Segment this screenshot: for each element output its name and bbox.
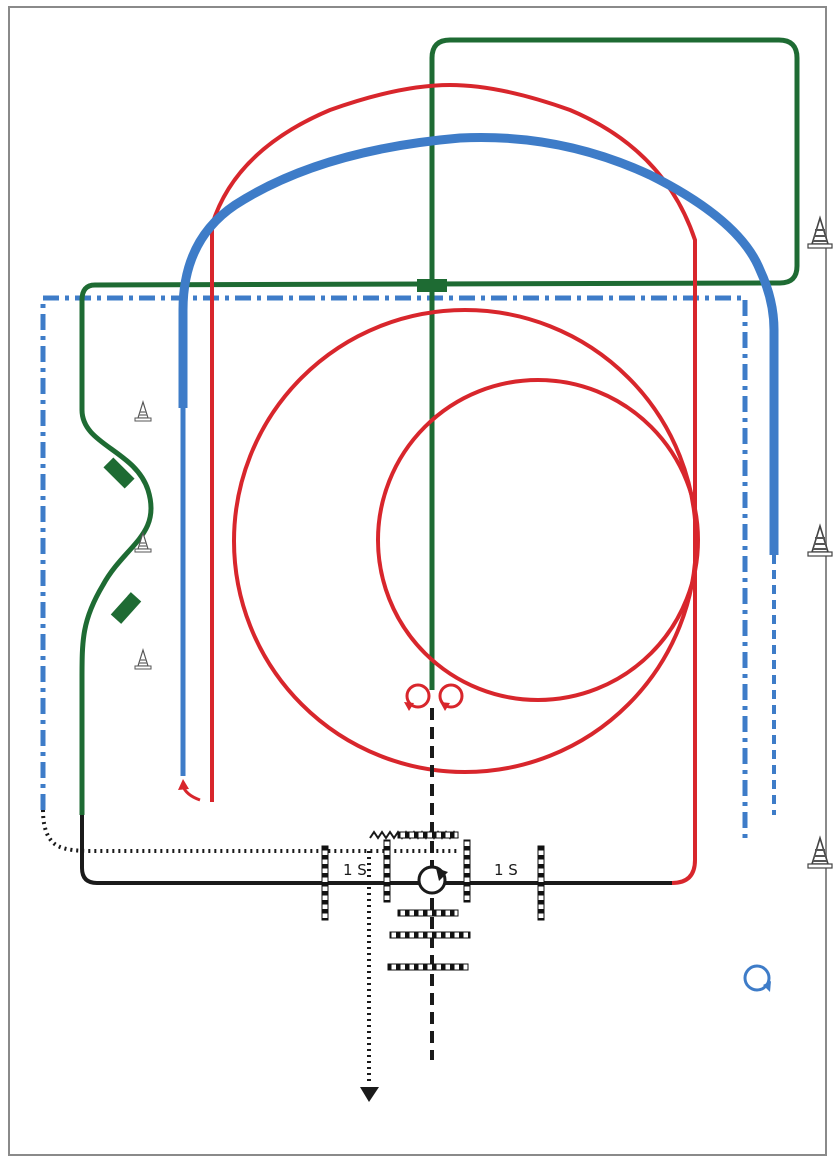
blue-route-thick: [178, 133, 779, 555]
red-arrow-head-icon: [178, 779, 189, 790]
traffic-cone-icon: [134, 401, 152, 422]
outer-border: [8, 6, 827, 1156]
traffic-cone-icon: [807, 837, 833, 869]
striped-board-low1-icon: [389, 931, 471, 939]
green-route-right-loop: [94, 37, 800, 690]
green-marker-top: [417, 279, 447, 292]
rotation-arrow-icon: [436, 868, 448, 881]
black-baseline: [80, 815, 672, 885]
red-loop-right-icon: [438, 683, 464, 709]
traffic-cone-icon: [134, 649, 152, 670]
red-loop-arrow-icon: [440, 702, 450, 711]
red-circle-large: [232, 308, 698, 774]
striped-board-right-icon: [537, 845, 545, 921]
black-arrow-head-icon: [360, 1087, 379, 1102]
black-dotted-path: [41, 809, 460, 853]
red-loop-left-icon: [405, 683, 431, 709]
green-route-left-weave: [79, 282, 154, 815]
blue-loop-arrow-icon: [763, 981, 771, 992]
striped-board-inner-left-icon: [383, 839, 391, 903]
green-marker-upper: [103, 457, 135, 489]
striped-board-top-icon: [397, 831, 459, 839]
blue-dashdot-boundary: [40, 295, 748, 840]
green-marker-lower: [110, 592, 142, 624]
red-route-arch: [210, 82, 697, 885]
traffic-cone-icon: [807, 217, 833, 249]
striped-board-mid-icon: [397, 909, 459, 917]
striped-board-left-icon: [321, 845, 329, 921]
interval-label-left: 1 S: [343, 861, 367, 879]
interval-label-right: 1 S: [494, 861, 518, 879]
red-circle-small: [376, 378, 700, 702]
red-loop-arrow-icon: [404, 702, 414, 711]
striped-board-inner-right-icon: [463, 839, 471, 903]
traffic-cone-icon: [807, 525, 833, 557]
blue-loop-icon: [743, 964, 771, 992]
striped-board-low2-icon: [387, 963, 469, 971]
